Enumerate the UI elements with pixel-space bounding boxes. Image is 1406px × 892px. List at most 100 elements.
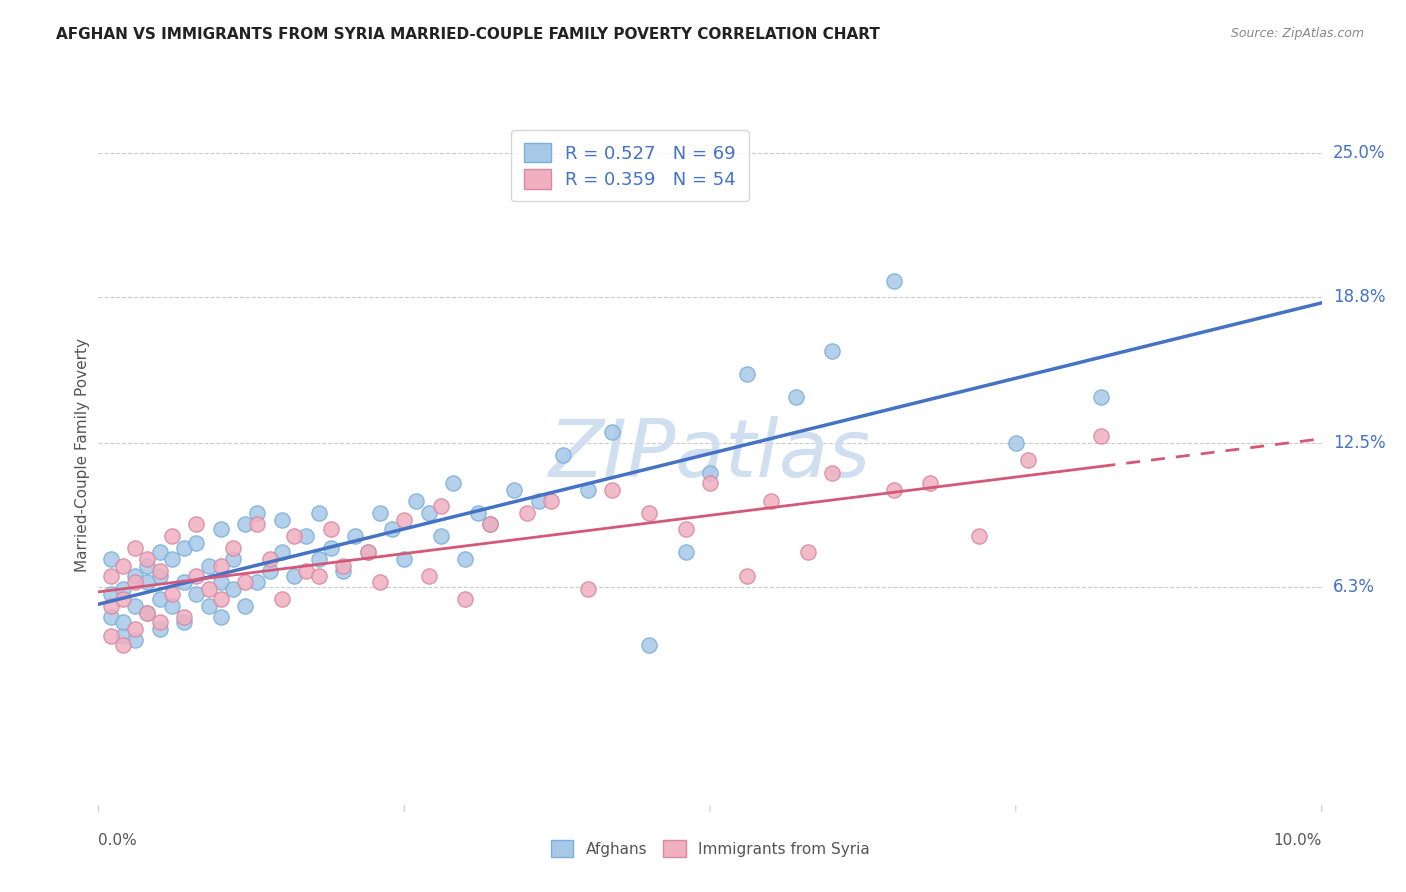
Point xyxy=(699,467,721,481)
Point xyxy=(1090,429,1112,443)
Point xyxy=(319,522,342,536)
Point xyxy=(233,517,256,532)
Point xyxy=(1004,436,1026,450)
Point xyxy=(186,568,208,582)
Point xyxy=(356,545,378,559)
Point xyxy=(516,506,538,520)
Point xyxy=(173,575,195,590)
Point xyxy=(441,475,464,490)
Point xyxy=(637,638,661,652)
Point xyxy=(100,610,122,624)
Point xyxy=(418,568,440,582)
Point xyxy=(124,541,146,555)
Point xyxy=(454,591,477,606)
Point xyxy=(197,559,219,574)
Text: 0.0%: 0.0% xyxy=(98,833,138,848)
Point xyxy=(785,390,807,404)
Point xyxy=(270,513,292,527)
Point xyxy=(100,587,122,601)
Point xyxy=(1090,390,1112,404)
Point xyxy=(209,591,232,606)
Point xyxy=(136,606,159,620)
Point xyxy=(222,552,245,566)
Point xyxy=(160,529,183,543)
Point xyxy=(100,629,122,643)
Point xyxy=(735,367,758,381)
Point xyxy=(149,615,172,629)
Point xyxy=(111,629,134,643)
Point xyxy=(246,517,269,532)
Point xyxy=(111,591,134,606)
Point xyxy=(136,559,159,574)
Point xyxy=(149,545,172,559)
Point xyxy=(136,575,159,590)
Point xyxy=(600,483,623,497)
Point xyxy=(124,599,146,613)
Text: AFGHAN VS IMMIGRANTS FROM SYRIA MARRIED-COUPLE FAMILY POVERTY CORRELATION CHART: AFGHAN VS IMMIGRANTS FROM SYRIA MARRIED-… xyxy=(56,27,880,42)
Point xyxy=(246,506,269,520)
Point xyxy=(920,475,942,490)
Point xyxy=(295,564,318,578)
Point xyxy=(1017,452,1039,467)
Point xyxy=(259,564,281,578)
Point xyxy=(553,448,575,462)
Point xyxy=(209,522,232,536)
Point xyxy=(527,494,550,508)
Point xyxy=(797,545,820,559)
Point xyxy=(100,599,122,613)
Point xyxy=(430,499,453,513)
Point xyxy=(160,599,183,613)
Text: 25.0%: 25.0% xyxy=(1333,145,1385,162)
Point xyxy=(540,494,562,508)
Point xyxy=(418,506,440,520)
Point xyxy=(186,587,208,601)
Point xyxy=(430,529,453,543)
Point xyxy=(295,529,318,543)
Point xyxy=(111,582,134,597)
Point xyxy=(149,568,172,582)
Point xyxy=(111,638,134,652)
Text: Source: ZipAtlas.com: Source: ZipAtlas.com xyxy=(1230,27,1364,40)
Point xyxy=(699,475,721,490)
Point xyxy=(600,425,623,439)
Point xyxy=(233,599,256,613)
Point xyxy=(160,552,183,566)
Legend: Afghans, Immigrants from Syria: Afghans, Immigrants from Syria xyxy=(543,833,877,864)
Point xyxy=(675,522,697,536)
Point xyxy=(246,575,269,590)
Point xyxy=(124,622,146,636)
Point xyxy=(173,541,195,555)
Point xyxy=(576,582,599,597)
Point xyxy=(173,610,195,624)
Point xyxy=(233,575,256,590)
Point xyxy=(136,606,159,620)
Point xyxy=(759,494,782,508)
Point xyxy=(149,622,172,636)
Point xyxy=(283,568,305,582)
Point xyxy=(368,575,391,590)
Point xyxy=(308,568,330,582)
Point xyxy=(332,564,354,578)
Point xyxy=(222,541,245,555)
Point xyxy=(197,582,219,597)
Point xyxy=(197,599,219,613)
Point xyxy=(821,343,844,358)
Text: ZIPatlas: ZIPatlas xyxy=(548,416,872,494)
Point xyxy=(576,483,599,497)
Point xyxy=(467,506,489,520)
Point xyxy=(149,591,172,606)
Point xyxy=(160,587,183,601)
Point xyxy=(478,517,501,532)
Point xyxy=(124,633,146,648)
Point xyxy=(392,552,416,566)
Point xyxy=(967,529,990,543)
Point xyxy=(319,541,342,555)
Point xyxy=(478,517,501,532)
Point xyxy=(368,506,391,520)
Point xyxy=(124,575,146,590)
Point xyxy=(454,552,477,566)
Point xyxy=(308,506,330,520)
Text: 12.5%: 12.5% xyxy=(1333,434,1385,452)
Point xyxy=(124,568,146,582)
Point xyxy=(270,591,292,606)
